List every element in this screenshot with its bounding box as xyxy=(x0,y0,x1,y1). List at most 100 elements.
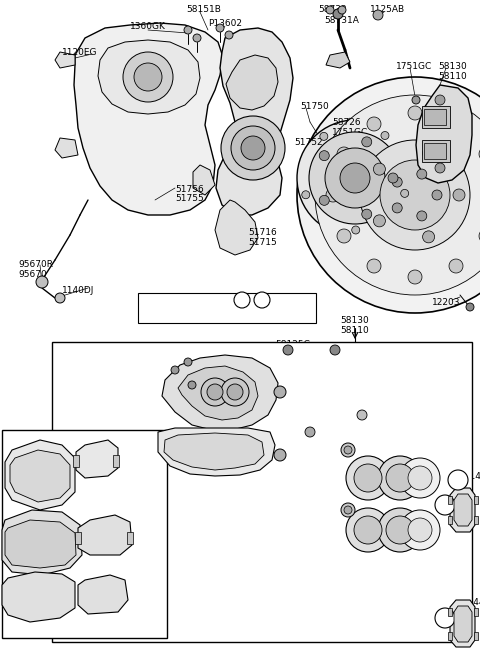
Text: 58113: 58113 xyxy=(328,500,357,509)
Polygon shape xyxy=(474,496,478,504)
Text: NOTE: NOTE xyxy=(143,294,171,303)
Text: 58180: 58180 xyxy=(198,294,225,303)
Text: 58130: 58130 xyxy=(340,316,369,325)
Text: 58101B: 58101B xyxy=(52,430,87,439)
Circle shape xyxy=(225,31,233,39)
Circle shape xyxy=(449,117,463,131)
Bar xyxy=(2,430,167,638)
Polygon shape xyxy=(474,516,478,524)
Circle shape xyxy=(305,427,315,437)
Text: 51750: 51750 xyxy=(300,102,329,111)
Polygon shape xyxy=(216,28,293,215)
Circle shape xyxy=(412,96,420,104)
Text: 58144B: 58144B xyxy=(52,568,86,577)
Circle shape xyxy=(357,410,367,420)
Circle shape xyxy=(227,384,243,400)
Text: 58181: 58181 xyxy=(198,305,225,314)
Text: 23411: 23411 xyxy=(298,432,326,441)
Circle shape xyxy=(337,229,351,243)
Circle shape xyxy=(388,173,398,183)
Text: 51716: 51716 xyxy=(248,228,277,237)
Circle shape xyxy=(344,506,352,514)
Text: 58164B: 58164B xyxy=(295,418,330,427)
Polygon shape xyxy=(178,366,258,420)
Circle shape xyxy=(325,148,385,208)
Circle shape xyxy=(171,366,179,374)
Circle shape xyxy=(392,177,402,187)
Circle shape xyxy=(373,215,385,227)
Text: 58130: 58130 xyxy=(438,62,467,71)
Bar xyxy=(424,109,446,125)
Text: 58726: 58726 xyxy=(332,118,360,127)
Bar xyxy=(424,143,446,159)
Circle shape xyxy=(320,132,328,140)
Text: 1: 1 xyxy=(240,295,244,305)
Polygon shape xyxy=(74,23,223,215)
Text: 58168A: 58168A xyxy=(328,382,363,391)
Circle shape xyxy=(367,117,381,131)
Text: 58144B: 58144B xyxy=(458,472,480,481)
Polygon shape xyxy=(448,632,452,640)
Bar xyxy=(422,106,450,128)
Text: 1751GC: 1751GC xyxy=(332,128,368,137)
Circle shape xyxy=(362,137,372,147)
Circle shape xyxy=(386,516,414,544)
Polygon shape xyxy=(226,55,278,110)
Text: 58732: 58732 xyxy=(318,5,347,14)
Circle shape xyxy=(319,195,329,205)
Circle shape xyxy=(417,211,427,221)
Circle shape xyxy=(326,188,340,202)
Circle shape xyxy=(435,495,455,515)
Bar xyxy=(127,532,133,544)
Circle shape xyxy=(432,190,442,200)
Text: 58164B: 58164B xyxy=(318,370,353,379)
Polygon shape xyxy=(450,600,475,647)
Circle shape xyxy=(283,345,293,355)
Polygon shape xyxy=(98,40,200,114)
Circle shape xyxy=(479,147,480,161)
Circle shape xyxy=(326,6,334,14)
Polygon shape xyxy=(215,200,258,255)
Text: P13602: P13602 xyxy=(208,19,242,28)
Bar xyxy=(138,293,316,323)
Polygon shape xyxy=(474,608,478,616)
Circle shape xyxy=(408,466,432,490)
Text: 1120EG: 1120EG xyxy=(62,48,97,57)
Circle shape xyxy=(201,378,229,406)
Polygon shape xyxy=(10,450,70,502)
Text: 58144B: 58144B xyxy=(52,440,86,449)
Circle shape xyxy=(380,160,450,230)
Circle shape xyxy=(341,503,355,517)
Circle shape xyxy=(435,163,445,173)
Text: 51715: 51715 xyxy=(248,238,277,247)
Circle shape xyxy=(302,191,310,199)
Text: 51752: 51752 xyxy=(294,138,323,147)
Circle shape xyxy=(466,303,474,311)
Circle shape xyxy=(221,116,285,180)
Text: 23411: 23411 xyxy=(295,488,324,497)
Circle shape xyxy=(354,464,382,492)
Polygon shape xyxy=(326,52,350,68)
Circle shape xyxy=(337,147,351,161)
Circle shape xyxy=(354,516,382,544)
Text: 12203: 12203 xyxy=(432,298,460,307)
Text: :: : xyxy=(232,294,235,304)
Circle shape xyxy=(184,26,192,34)
Text: 58110: 58110 xyxy=(438,72,467,81)
Circle shape xyxy=(309,132,401,224)
Polygon shape xyxy=(454,606,472,642)
Bar xyxy=(113,455,119,467)
Circle shape xyxy=(184,358,192,366)
Text: 2: 2 xyxy=(443,500,448,510)
Circle shape xyxy=(373,10,383,20)
Circle shape xyxy=(344,446,352,454)
Polygon shape xyxy=(78,575,128,614)
Text: 58161B: 58161B xyxy=(305,358,340,367)
Polygon shape xyxy=(448,496,452,504)
Circle shape xyxy=(401,189,408,197)
Circle shape xyxy=(449,259,463,273)
Text: 1140DJ: 1140DJ xyxy=(62,286,95,295)
Text: 58125F: 58125F xyxy=(130,372,164,381)
Text: 1125AB: 1125AB xyxy=(370,5,405,14)
Circle shape xyxy=(55,293,65,303)
